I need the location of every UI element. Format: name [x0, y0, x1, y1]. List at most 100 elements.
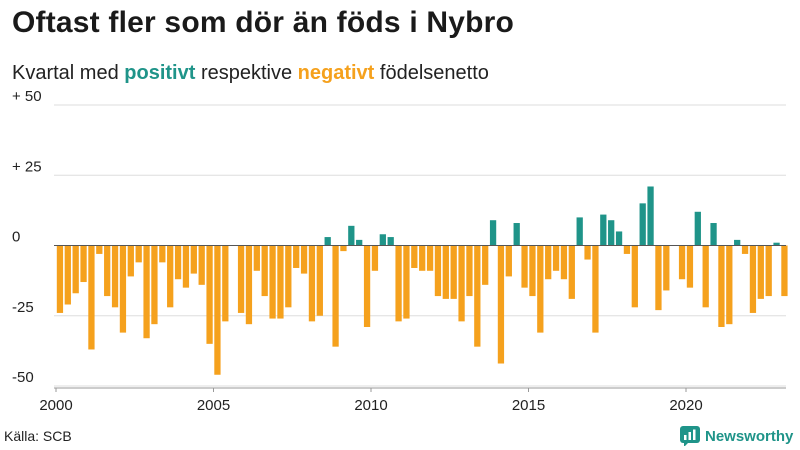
data-bar — [592, 245, 599, 333]
data-bar — [537, 245, 544, 333]
data-bar — [552, 245, 560, 271]
x-tick-label: 2010 — [354, 397, 387, 414]
data-bar — [151, 245, 158, 325]
data-bar — [411, 245, 418, 268]
data-bar — [403, 245, 410, 319]
y-tick-label: -25 — [12, 299, 34, 316]
data-bar — [584, 245, 591, 260]
data-bar — [734, 239, 741, 246]
data-bar — [206, 245, 213, 344]
data-bar — [773, 242, 780, 246]
data-bar — [639, 203, 646, 246]
y-tick-label: + 50 — [12, 88, 42, 105]
data-bar — [245, 245, 253, 325]
brand-logo: Newsworthy — [680, 426, 793, 446]
bar-chart: + 50 + 25 0 -25 -50 2000 2005 2010 2015 2020 — [12, 88, 788, 414]
data-bar — [190, 245, 197, 274]
data-bar — [631, 245, 638, 308]
data-bar — [521, 245, 528, 288]
data-bar — [316, 245, 323, 316]
data-bar — [96, 245, 103, 254]
bars — [56, 186, 788, 375]
brand-name: Newsworthy — [705, 427, 794, 445]
data-bar — [371, 245, 379, 271]
data-bar — [300, 245, 308, 274]
data-bar — [741, 245, 749, 254]
data-bar — [545, 245, 552, 280]
data-bar — [505, 245, 512, 277]
data-bar — [576, 217, 583, 246]
chart-subtitle: Kvartal med positivt respektive negativt… — [12, 62, 489, 85]
data-bar — [560, 245, 568, 280]
data-bar — [623, 245, 631, 254]
data-bar — [293, 245, 300, 268]
subtitle-suffix: födelsenetto — [374, 62, 489, 84]
data-bar — [749, 245, 757, 313]
data-bar — [663, 245, 670, 291]
data-bar — [111, 245, 119, 308]
data-bar — [222, 245, 229, 322]
data-bar — [332, 245, 339, 347]
data-bar — [757, 245, 764, 299]
data-bar — [143, 245, 150, 339]
x-tick-label: 2020 — [669, 397, 702, 414]
subtitle-prefix: Kvartal med — [12, 62, 125, 84]
data-bar — [395, 245, 402, 322]
x-tick-label: 2005 — [197, 397, 230, 414]
data-bar — [474, 245, 481, 347]
data-bar — [119, 245, 127, 333]
newsworthy-logo-icon — [680, 426, 700, 446]
data-bar — [489, 220, 497, 246]
data-bar — [686, 245, 694, 288]
data-bar — [482, 245, 489, 285]
y-tick-label: + 25 — [12, 158, 42, 175]
data-bar — [340, 245, 347, 252]
data-bar — [655, 245, 662, 311]
y-tick-label: -50 — [12, 369, 34, 386]
data-bar — [167, 245, 174, 308]
data-bar — [198, 245, 205, 285]
data-bar — [182, 245, 190, 288]
data-bar — [781, 245, 788, 297]
data-bar — [72, 245, 79, 294]
data-bar — [348, 225, 355, 246]
data-bar — [710, 223, 717, 246]
data-bar — [513, 223, 520, 246]
data-bar — [647, 186, 654, 246]
data-bar — [237, 245, 245, 313]
data-bar — [608, 220, 615, 246]
subtitle-positive-word: positivt — [124, 62, 196, 84]
data-bar — [253, 245, 260, 271]
subtitle-middle: respektive — [195, 62, 298, 84]
data-bar — [80, 245, 87, 283]
data-bar — [379, 234, 386, 246]
x-tick-label: 2000 — [39, 397, 72, 414]
data-bar — [466, 245, 473, 297]
data-bar — [678, 245, 686, 280]
data-bar — [159, 245, 166, 263]
data-bar — [419, 245, 426, 271]
data-bar — [387, 237, 394, 246]
data-bar — [718, 245, 725, 327]
data-bar — [726, 245, 733, 325]
data-bar — [694, 211, 701, 246]
data-bar — [308, 245, 316, 322]
data-bar — [64, 245, 71, 305]
data-bar — [442, 245, 449, 299]
data-bar — [450, 245, 457, 299]
data-bar — [135, 245, 142, 263]
data-bar — [702, 245, 709, 308]
data-bar — [261, 245, 268, 297]
data-bar — [324, 237, 331, 246]
y-tick-label: 0 — [12, 229, 20, 246]
data-bar — [434, 245, 442, 297]
grid-lines — [54, 104, 786, 387]
data-bar — [458, 245, 465, 322]
data-bar — [356, 239, 363, 246]
x-tick-label: 2015 — [512, 397, 545, 414]
data-bar — [615, 231, 623, 246]
data-bar — [529, 245, 536, 297]
data-bar — [600, 214, 607, 246]
data-bar — [568, 245, 575, 299]
source-label: Källa: SCB — [4, 428, 72, 444]
